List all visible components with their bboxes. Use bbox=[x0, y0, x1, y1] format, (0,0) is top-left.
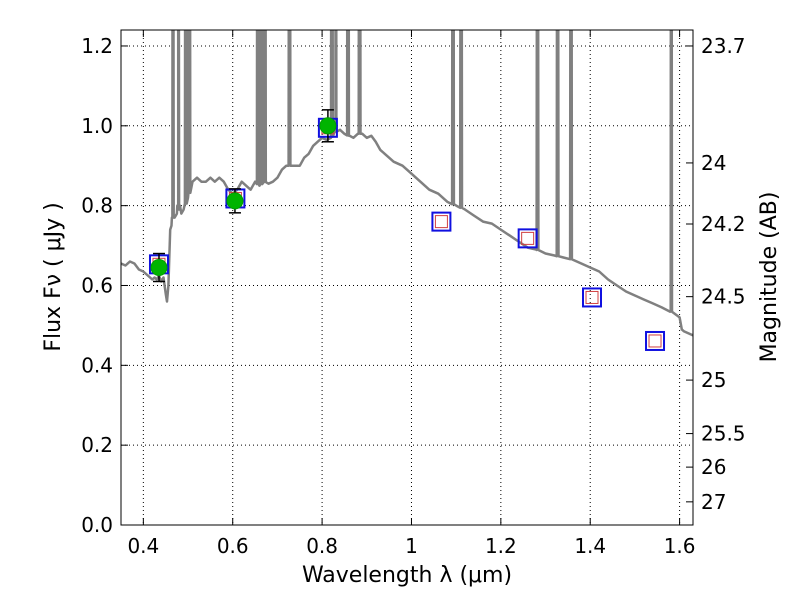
spectrum-layer bbox=[121, 30, 693, 337]
observed-flux-marker bbox=[226, 192, 244, 210]
open-photometry-point bbox=[645, 330, 666, 351]
model-flux-inner-box bbox=[434, 215, 448, 229]
right-axis-ticks: 23.7 24 24.2 24.5 25 25.5 26 27 bbox=[686, 34, 746, 514]
x-tick-label: 1.6 bbox=[664, 534, 696, 558]
open-photometry-points bbox=[148, 117, 666, 351]
right-tick-label: 27 bbox=[701, 490, 726, 514]
model-flux-inner-box bbox=[521, 231, 535, 245]
x-tick-label: 0.6 bbox=[217, 534, 249, 558]
observed-photometry-point bbox=[319, 109, 337, 143]
y-tick-label: 1.0 bbox=[81, 114, 113, 138]
filled-photometry-points bbox=[150, 109, 337, 283]
x-tick-label: 0.8 bbox=[306, 534, 338, 558]
right-tick-label: 25 bbox=[701, 368, 726, 392]
model-spectrum-line bbox=[121, 30, 693, 337]
model-flux-inner-box bbox=[648, 334, 662, 348]
x-tick-label: 1.4 bbox=[574, 534, 606, 558]
right-axis-label: Magnitude (AB) bbox=[757, 192, 782, 363]
x-axis-ticks: 0.4 0.6 0.8 1 1.2 1.4 1.6 bbox=[127, 30, 696, 558]
open-photometry-point bbox=[517, 228, 538, 249]
x-tick-label: 1 bbox=[405, 534, 418, 558]
model-flux-inner-box bbox=[585, 290, 599, 304]
plot-frame bbox=[120, 29, 694, 526]
y-tick-label: 0.4 bbox=[81, 353, 113, 377]
x-axis-label: Wavelength λ (μm) bbox=[302, 563, 512, 588]
y-axis-label: Flux Fν ( μJy ) bbox=[41, 202, 66, 351]
y-tick-label: 0.8 bbox=[81, 194, 113, 218]
open-photometry-point bbox=[582, 287, 603, 308]
observed-photometry-point bbox=[226, 188, 244, 214]
right-tick-label: 24.5 bbox=[701, 285, 746, 309]
observed-flux-marker bbox=[319, 117, 337, 135]
right-tick-label: 23.7 bbox=[701, 34, 746, 58]
y-tick-label: 1.2 bbox=[81, 34, 113, 58]
model-flux-box bbox=[645, 330, 666, 351]
observed-flux-marker bbox=[150, 259, 168, 277]
right-tick-label: 24.2 bbox=[701, 212, 746, 236]
y-tick-label: 0.0 bbox=[81, 513, 113, 537]
right-tick-label: 25.5 bbox=[701, 422, 746, 446]
model-flux-box bbox=[582, 287, 603, 308]
y-axis-ticks: 0.0 0.2 0.4 0.6 0.8 1.0 1.2 bbox=[81, 34, 128, 537]
y-tick-label: 0.6 bbox=[81, 273, 113, 297]
model-flux-box bbox=[517, 228, 538, 249]
right-tick-label: 26 bbox=[701, 455, 726, 479]
x-tick-label: 0.4 bbox=[127, 534, 159, 558]
observed-photometry-point bbox=[150, 252, 168, 283]
right-tick-label: 24 bbox=[701, 151, 726, 175]
open-photometry-point bbox=[431, 211, 452, 232]
x-tick-label: 1.2 bbox=[485, 534, 517, 558]
y-tick-label: 0.2 bbox=[81, 433, 113, 457]
model-flux-box bbox=[431, 211, 452, 232]
